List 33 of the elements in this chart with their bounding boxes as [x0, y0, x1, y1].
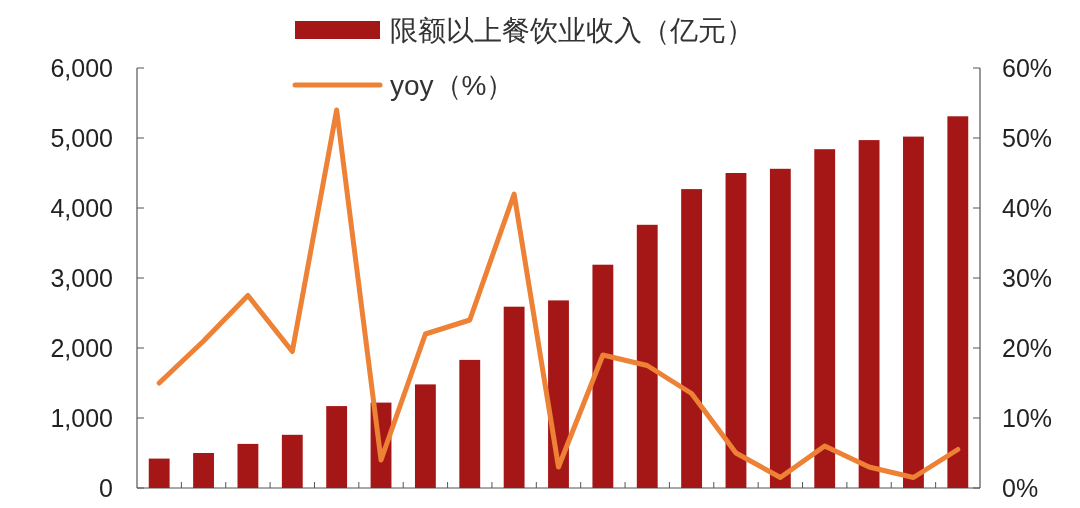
- y-tick-label: 5,000: [50, 124, 113, 152]
- bar: [769, 168, 791, 488]
- y-tick-label: 0: [99, 474, 113, 502]
- bar: [281, 434, 303, 488]
- bar: [326, 406, 348, 488]
- y2-tick-label: 60%: [1002, 54, 1053, 82]
- bar: [237, 443, 259, 488]
- y-tick-label: 6,000: [50, 54, 113, 82]
- y2-tick-label: 40%: [1002, 194, 1053, 222]
- y-tick-label: 4,000: [50, 194, 113, 222]
- bar: [503, 306, 525, 488]
- bar: [459, 359, 481, 488]
- bar: [681, 189, 703, 488]
- bar: [148, 458, 170, 488]
- bar: [636, 224, 658, 488]
- y-tick-label: 2,000: [50, 334, 113, 362]
- y-tick-label: 1,000: [50, 404, 113, 432]
- y-tick-label: 3,000: [50, 264, 113, 292]
- bar: [725, 173, 747, 488]
- bar: [947, 116, 969, 488]
- legend-label: 限额以上餐饮业收入（亿元）: [390, 15, 754, 46]
- y2-tick-label: 30%: [1002, 264, 1053, 292]
- bar: [414, 384, 436, 488]
- bar: [193, 453, 214, 488]
- y2-tick-label: 20%: [1002, 334, 1053, 362]
- bar: [858, 140, 880, 488]
- bar: [814, 149, 836, 488]
- bar: [903, 136, 924, 488]
- bar: [592, 264, 614, 488]
- y2-tick-label: 50%: [1002, 124, 1053, 152]
- y2-tick-label: 10%: [1002, 404, 1053, 432]
- legend-label: yoy（%）: [390, 70, 515, 101]
- y2-tick-label: 0%: [1002, 474, 1039, 502]
